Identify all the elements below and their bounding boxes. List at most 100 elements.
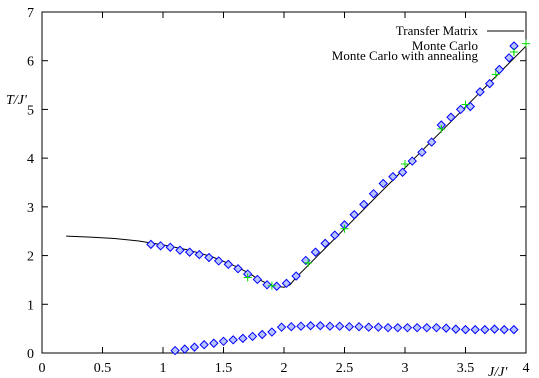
monte-carlo-point	[175, 245, 185, 255]
monte-carlo-point	[504, 53, 514, 63]
monte-carlo-point	[480, 324, 490, 335]
monte-carlo-point	[354, 321, 364, 332]
plot-frame	[41, 11, 527, 354]
monte-carlo-point	[334, 321, 345, 331]
x-tick-label: 4	[523, 361, 530, 376]
monte-carlo-point	[363, 322, 374, 332]
monte-carlo-point	[373, 322, 384, 332]
monte-carlo-point	[276, 322, 287, 332]
legend-label-monte-carlo-annealing: Monte Carlo with annealing	[332, 48, 479, 63]
x-axis-label: J/J'	[488, 365, 508, 378]
monte-carlo-point	[267, 327, 277, 337]
monte-carlo-point	[368, 188, 379, 199]
monte-carlo-point	[155, 241, 166, 251]
monte-carlo-point	[330, 230, 340, 240]
monte-carlo-point	[204, 252, 214, 263]
legend-label-monte-carlo: Monte Carlo	[412, 38, 478, 53]
monte-carlo-point	[383, 322, 393, 333]
monte-carlo-point	[252, 274, 263, 285]
legend: Transfer Matrix Monte Carlo Monte Carlo …	[332, 23, 524, 63]
monte-carlo-point	[291, 271, 301, 281]
x-tick-label: 2	[281, 361, 288, 376]
monte-carlo-point	[489, 324, 500, 334]
monte-carlo-point	[455, 104, 466, 115]
monte-carlo-point	[272, 281, 282, 291]
annealing-point	[243, 273, 252, 282]
monte-carlo-point	[475, 87, 485, 97]
monte-carlo-point	[509, 324, 519, 335]
monte-carlo-point	[451, 324, 461, 334]
annealing-point	[522, 39, 530, 48]
monte-carlo-point	[281, 278, 292, 289]
monte-carlo-point	[470, 324, 480, 335]
tick-labels: 0 0.5 1 1.5 2 2.5 3 3.5 4 0 1 2 3 4 5 6 7	[27, 6, 530, 376]
y-tick-label: 4	[27, 152, 34, 167]
monte-carlo-point	[407, 156, 417, 166]
monte-carlo-point	[296, 321, 306, 331]
x-tick-label: 3.5	[457, 361, 475, 376]
monte-carlo-point	[426, 137, 437, 147]
monte-carlo-point	[213, 256, 224, 266]
y-axis-label: T/J'	[6, 93, 28, 108]
monte-carlo-point	[465, 101, 476, 112]
monte-carlo-point	[412, 322, 422, 333]
annealing-point	[267, 281, 276, 290]
monte-carlo-point	[494, 64, 505, 75]
annealing-point	[461, 100, 470, 109]
monte-carlo-point	[286, 321, 296, 332]
legend-label-transfer-matrix: Transfer Matrix	[396, 23, 479, 38]
monte-carlo-point	[305, 321, 316, 331]
monte-carlo-point	[223, 259, 234, 270]
annealing-point	[340, 224, 349, 233]
monte-carlo-point	[460, 324, 471, 335]
monte-carlo-point	[393, 322, 403, 333]
monte-carlo-point	[359, 199, 369, 210]
monte-carlo-point	[431, 322, 442, 333]
x-tick-label: 0.5	[94, 361, 112, 376]
y-tick-label: 6	[27, 55, 34, 70]
monte-carlo-point	[209, 338, 219, 348]
monte-carlo-point	[165, 242, 175, 252]
x-tick-label: 2.5	[336, 361, 354, 376]
monte-carlo-point	[315, 321, 326, 331]
monte-carlo-point	[417, 147, 427, 158]
monte-carlo-point	[397, 167, 408, 177]
monte-carlo-point	[189, 342, 200, 352]
monte-carlo-point	[402, 322, 413, 333]
monte-carlo-point	[422, 322, 432, 333]
y-tick-label: 3	[27, 201, 34, 216]
monte-carlo-point	[349, 209, 359, 220]
monte-carlo-point	[194, 249, 205, 260]
x-tick-label: 1	[160, 361, 167, 376]
monte-carlo-point	[344, 321, 355, 332]
annealing-point	[304, 258, 313, 267]
monte-carlo-point	[484, 78, 495, 89]
monte-carlo-point	[320, 238, 330, 249]
monte-carlo-point	[378, 178, 388, 189]
monte-carlo-point	[199, 340, 209, 350]
monte-carlo-point	[257, 329, 267, 340]
y-tick-label: 2	[27, 250, 34, 265]
monte-carlo-point	[146, 239, 156, 250]
monte-carlo-point	[228, 335, 238, 345]
ticks	[41, 11, 527, 354]
y-tick-label: 1	[27, 298, 34, 313]
monte-carlo-point	[184, 247, 195, 257]
annealing-point	[437, 124, 446, 133]
series-layer	[66, 39, 530, 356]
monte-carlo-point	[218, 336, 229, 347]
y-tick-label: 5	[27, 103, 34, 118]
annealing-point	[401, 159, 409, 168]
x-tick-label: 0	[39, 361, 46, 376]
monte-carlo-point	[325, 321, 335, 331]
monte-carlo-point	[446, 112, 456, 122]
monte-carlo-point	[170, 345, 180, 356]
monte-carlo-point	[310, 247, 321, 257]
y-tick-label: 7	[27, 6, 34, 21]
monte-carlo-point	[180, 344, 190, 354]
x-tick-label: 1.5	[215, 361, 233, 376]
transfer-matrix-line	[66, 45, 527, 288]
monte-carlo-point	[499, 324, 509, 335]
monte-carlo-point	[441, 323, 451, 333]
